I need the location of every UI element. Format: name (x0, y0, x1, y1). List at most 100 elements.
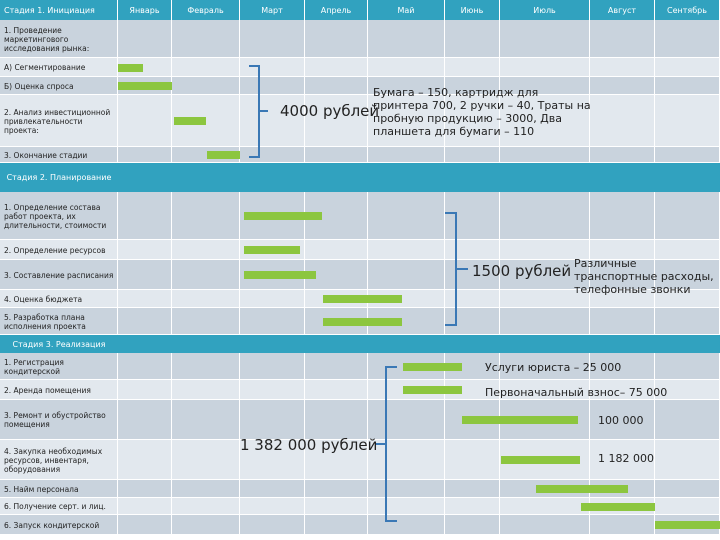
table-cell (0, 20, 118, 58)
cost-details: Первоначальный взнос– 75 000 (485, 386, 668, 399)
header-cell: Май (368, 0, 445, 20)
gantt-bar (244, 246, 300, 254)
gantt-bar (323, 295, 402, 303)
table-cell (590, 400, 655, 440)
table-cell (655, 95, 720, 147)
table-cell (118, 498, 172, 515)
table-cell (0, 95, 118, 147)
bracket (249, 65, 268, 158)
table-cell (0, 480, 118, 498)
table-cell (240, 147, 305, 163)
table-cell (500, 77, 590, 95)
table-cell (172, 515, 240, 535)
stage-row (0, 163, 720, 192)
table-cell (118, 440, 172, 480)
gantt-bar (118, 63, 143, 72)
table-cell (500, 353, 590, 380)
table-cell (305, 95, 368, 147)
header-cell: Стадия 1. Инициация (0, 0, 118, 20)
task-label: 2. Анализ инвестиционной привлекательнос… (4, 107, 111, 135)
table-cell (500, 515, 590, 535)
table-cell (445, 77, 500, 95)
table-cell (0, 308, 118, 335)
bracket (445, 212, 468, 326)
table-cell (445, 260, 500, 290)
header-cell: Июль (500, 0, 590, 20)
gantt-bar (581, 502, 655, 511)
table-cell (500, 147, 590, 163)
table-cell (0, 147, 118, 163)
gantt-bar (655, 521, 720, 529)
table-cell (305, 400, 368, 440)
task-label: 1. Определение состава работ проекта, их… (4, 202, 107, 230)
header-cell: Март (240, 0, 305, 20)
table-cell (172, 353, 240, 380)
table-cell (305, 480, 368, 498)
table-cell (305, 515, 368, 535)
cost-details: Услуги юриста – 25 000 (485, 361, 622, 374)
task-label: 2. Аренда помещения (4, 385, 91, 395)
table-cell (500, 260, 590, 290)
task-label: 5. Найм персонала (4, 484, 79, 494)
table-cell (240, 20, 305, 58)
header-cell: Август (590, 0, 655, 20)
table-cell (0, 77, 118, 95)
table-cell (368, 400, 445, 440)
table-cell (590, 240, 655, 260)
table-cell (240, 480, 305, 498)
table-cell (368, 58, 445, 77)
table-cell (118, 20, 172, 58)
table-cell (118, 400, 172, 440)
table-cell (305, 20, 368, 58)
table-cell (368, 95, 445, 147)
table-cell (118, 353, 172, 380)
table-cell (172, 240, 240, 260)
table-cell (445, 58, 500, 77)
table-cell (0, 440, 118, 480)
table-cell (445, 515, 500, 535)
table-cell (445, 20, 500, 58)
task-label: А) Сегментирование (4, 63, 86, 72)
task-label: 4. Закупка необходимых ресурсов, инвента… (4, 446, 103, 474)
task-label: 3. Составление расписания (4, 270, 114, 280)
table-cell (0, 515, 118, 535)
gantt-bar (323, 317, 402, 326)
gantt-bar (536, 485, 628, 493)
table-cell (172, 480, 240, 498)
table-cell (305, 147, 368, 163)
task-label: 2. Определение ресурсов (4, 245, 106, 255)
table-cell (0, 400, 118, 440)
table-cell (0, 290, 118, 308)
table-cell (240, 95, 305, 147)
table-cell (655, 400, 720, 440)
stage-label: Стадия 2. Планирование (6, 173, 112, 182)
gantt-bar (174, 117, 206, 125)
table-cell (500, 20, 590, 58)
gantt-bar (403, 362, 462, 371)
table-cell (172, 380, 240, 400)
gantt-bar (403, 386, 462, 394)
table-cell (590, 20, 655, 58)
cost-total: 1 382 000 рублей (240, 436, 378, 454)
task-label: 3. Ремонт и обустройство помещения (4, 411, 106, 429)
table-cell (500, 380, 590, 400)
table-cell (500, 240, 590, 260)
task-label: 4. Оценка бюджета (4, 294, 83, 304)
table-cell (240, 498, 305, 515)
gantt-bar (462, 416, 578, 424)
table-cell (305, 380, 368, 400)
table-cell (500, 290, 590, 308)
table-cell (590, 260, 655, 290)
table-cell (172, 58, 240, 77)
table-cell (118, 95, 172, 147)
cost-details: Бумага – 150, картридж для принтера 700,… (373, 86, 591, 138)
table-cell (445, 380, 500, 400)
table-cell (590, 380, 655, 400)
table-cell (118, 515, 172, 535)
header-cell: Июнь (445, 0, 500, 20)
table-cell (590, 58, 655, 77)
gantt-bar (118, 82, 172, 90)
table-cell (445, 290, 500, 308)
